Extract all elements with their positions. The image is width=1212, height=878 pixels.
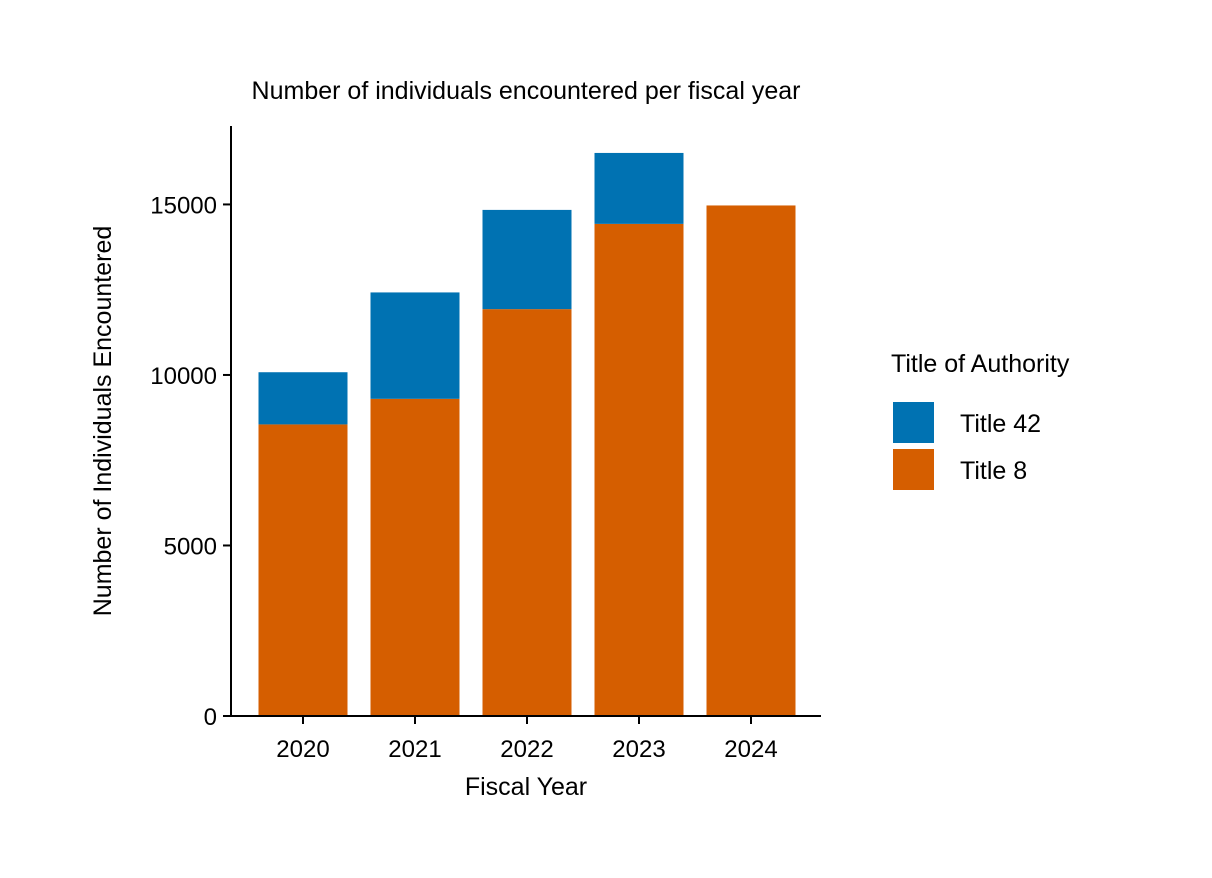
x-tick-label: 2020 [276, 736, 329, 763]
bar-title-8-2020 [258, 424, 348, 716]
legend-label: Title 8 [960, 457, 1027, 485]
legend-swatch-title-8 [893, 449, 934, 490]
legend-label: Title 42 [960, 410, 1041, 438]
bar-title-42-2020 [258, 372, 348, 425]
y-tick-label: 5000 [164, 533, 217, 560]
legend-swatch-title-42 [893, 402, 934, 443]
x-tick-label: 2023 [612, 736, 665, 763]
x-tick-label: 2022 [500, 736, 553, 763]
legend-entries: Title 42 Title 8 [893, 402, 1041, 490]
legend-title: Title of Authority [891, 350, 1070, 378]
bar-title-42-2021 [370, 292, 460, 399]
bar-title-8-2024 [706, 205, 796, 716]
x-axis-title: Fiscal Year [465, 773, 587, 801]
bar-title-8-2022 [482, 309, 572, 716]
bar-title-8-2023 [594, 223, 684, 716]
chart-title: Number of individuals encountered per fi… [252, 77, 801, 105]
x-tick-label: 2024 [724, 736, 777, 763]
y-axis-title: Number of Individuals Encountered [89, 226, 117, 617]
y-tick-label: 10000 [150, 363, 217, 390]
legend: Title of Authority Title 42 Title 8 [891, 350, 1070, 490]
bar-title-42-2023 [594, 152, 684, 224]
bar-title-8-2021 [370, 398, 460, 716]
y-tick-label: 15000 [150, 192, 217, 219]
x-tick-label: 2021 [388, 736, 441, 763]
y-tick-label: 0 [204, 704, 217, 731]
bars-layer [258, 152, 796, 716]
bar-title-42-2022 [482, 209, 572, 310]
x-axis: 2020 2021 2022 2023 2024 [231, 715, 821, 763]
y-axis: 0 5000 10000 15000 [150, 126, 232, 731]
